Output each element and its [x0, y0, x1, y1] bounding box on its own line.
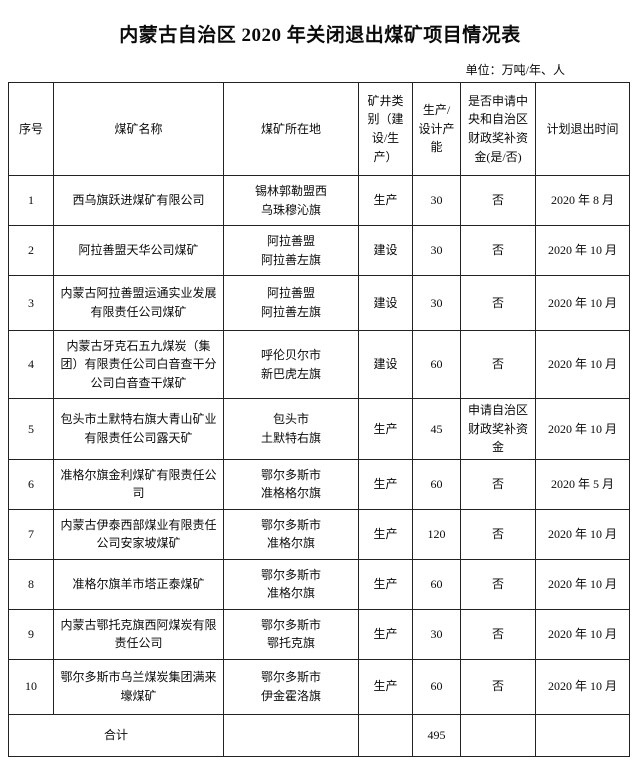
cell-subsidy: 否 [460, 275, 536, 331]
total-empty-location [223, 713, 359, 757]
cell-mine-name: 内蒙古鄂托克旗西阿煤炭有限责任公司 [53, 608, 224, 660]
cell-exit-time: 2020 年 8 月 [535, 175, 630, 226]
cell-type: 生产 [358, 398, 413, 460]
cell-mine-name: 西乌旗跃进煤矿有限公司 [53, 175, 224, 226]
total-label: 合计 [8, 713, 224, 757]
cell-no: 6 [8, 458, 54, 510]
cell-location: 阿拉善盟 阿拉善左旗 [223, 275, 359, 331]
cell-capacity: 45 [412, 398, 461, 460]
cell-location: 锡林郭勒盟西 乌珠穆沁旗 [223, 175, 359, 226]
cell-location: 呼伦贝尔市 新巴虎左旗 [223, 330, 359, 399]
cell-subsidy: 否 [460, 175, 536, 226]
cell-exit-time: 2020 年 10 月 [535, 658, 630, 715]
cell-type: 生产 [358, 508, 413, 560]
cell-no: 4 [8, 330, 54, 399]
table-row: 7 内蒙古伊泰西部煤业有限责任公司安家坡煤矿 鄂尔多斯市 准格尔旗 生产 120… [8, 508, 630, 560]
cell-subsidy: 否 [460, 508, 536, 560]
table-row: 5 包头市土默特右旗大青山矿业有限责任公司露天矿 包头市 土默特右旗 生产 45… [8, 398, 630, 460]
header-type: 矿井类别（建设/生产） [358, 82, 413, 176]
cell-no: 3 [8, 275, 54, 331]
cell-capacity: 60 [412, 330, 461, 399]
total-empty-type [358, 713, 413, 757]
cell-mine-name: 内蒙古阿拉善盟运通实业发展有限责任公司煤矿 [53, 275, 224, 331]
cell-exit-time: 2020 年 10 月 [535, 608, 630, 660]
cell-exit-time: 2020 年 10 月 [535, 558, 630, 610]
cell-capacity: 30 [412, 175, 461, 226]
header-subsidy: 是否申请中央和自治区财政奖补资金(是/否) [460, 82, 536, 176]
cell-subsidy: 否 [460, 658, 536, 715]
cell-mine-name: 内蒙古牙克石五九煤炭（集团）有限责任公司白音查干分公司白音查干煤矿 [53, 330, 224, 399]
cell-exit-time: 2020 年 10 月 [535, 508, 630, 560]
cell-type: 建设 [358, 330, 413, 399]
header-name: 煤矿名称 [53, 82, 224, 176]
cell-no: 10 [8, 658, 54, 715]
table-total-row: 合计 495 [8, 713, 630, 757]
cell-capacity: 60 [412, 458, 461, 510]
cell-location: 鄂尔多斯市 伊金霍洛旗 [223, 658, 359, 715]
table-row: 8 准格尔旗羊市塔正泰煤矿 鄂尔多斯市 准格尔旗 生产 60 否 2020 年 … [8, 558, 630, 610]
cell-location: 阿拉善盟 阿拉善左旗 [223, 225, 359, 276]
cell-no: 7 [8, 508, 54, 560]
cell-capacity: 120 [412, 508, 461, 560]
cell-subsidy: 申请自治区财政奖补资金 [460, 398, 536, 460]
cell-type: 生产 [358, 658, 413, 715]
cell-type: 生产 [358, 175, 413, 226]
table-row: 10 鄂尔多斯市乌兰煤炭集团满来壕煤矿 鄂尔多斯市 伊金霍洛旗 生产 60 否 … [8, 658, 630, 715]
cell-exit-time: 2020 年 10 月 [535, 225, 630, 276]
cell-exit-time: 2020 年 5 月 [535, 458, 630, 510]
cell-mine-name: 阿拉善盟天华公司煤矿 [53, 225, 224, 276]
table-row: 9 内蒙古鄂托克旗西阿煤炭有限责任公司 鄂尔多斯市 鄂托克旗 生产 30 否 2… [8, 608, 630, 660]
unit-note: 单位：万吨/年、人 [465, 63, 565, 77]
page-title: 内蒙古自治区 2020 年关闭退出煤矿项目情况表 [119, 25, 521, 46]
cell-exit-time: 2020 年 10 月 [535, 398, 630, 460]
table-header-row: 序号 煤矿名称 煤矿所在地 矿井类别（建设/生产） 生产/设计产能 是否申请中央… [8, 82, 630, 176]
cell-no: 5 [8, 398, 54, 460]
cell-exit-time: 2020 年 10 月 [535, 330, 630, 399]
cell-mine-name: 鄂尔多斯市乌兰煤炭集团满来壕煤矿 [53, 658, 224, 715]
cell-mine-name: 准格尔旗羊市塔正泰煤矿 [53, 558, 224, 610]
cell-capacity: 30 [412, 275, 461, 331]
cell-subsidy: 否 [460, 330, 536, 399]
cell-no: 1 [8, 175, 54, 226]
header-exit-time: 计划退出时间 [535, 82, 630, 176]
cell-mine-name: 包头市土默特右旗大青山矿业有限责任公司露天矿 [53, 398, 224, 460]
cell-no: 2 [8, 225, 54, 276]
cell-capacity: 30 [412, 608, 461, 660]
cell-location: 包头市 土默特右旗 [223, 398, 359, 460]
cell-location: 鄂尔多斯市 准格格尔旗 [223, 458, 359, 510]
total-empty-subsidy [460, 713, 536, 757]
coal-mine-exit-table: 序号 煤矿名称 煤矿所在地 矿井类别（建设/生产） 生产/设计产能 是否申请中央… [8, 82, 630, 757]
table-row: 2 阿拉善盟天华公司煤矿 阿拉善盟 阿拉善左旗 建设 30 否 2020 年 1… [8, 225, 630, 276]
cell-no: 9 [8, 608, 54, 660]
cell-capacity: 60 [412, 558, 461, 610]
table-row: 6 准格尔旗金利煤矿有限责任公司 鄂尔多斯市 准格格尔旗 生产 60 否 202… [8, 458, 630, 510]
cell-no: 8 [8, 558, 54, 610]
cell-type: 生产 [358, 608, 413, 660]
table-row: 1 西乌旗跃进煤矿有限公司 锡林郭勒盟西 乌珠穆沁旗 生产 30 否 2020 … [8, 175, 630, 226]
cell-location: 鄂尔多斯市 鄂托克旗 [223, 608, 359, 660]
header-no: 序号 [8, 82, 54, 176]
cell-mine-name: 准格尔旗金利煤矿有限责任公司 [53, 458, 224, 510]
header-location: 煤矿所在地 [223, 82, 359, 176]
cell-capacity: 60 [412, 658, 461, 715]
cell-exit-time: 2020 年 10 月 [535, 275, 630, 331]
cell-capacity: 30 [412, 225, 461, 276]
cell-subsidy: 否 [460, 225, 536, 276]
cell-subsidy: 否 [460, 458, 536, 510]
cell-type: 生产 [358, 558, 413, 610]
table-row: 4 内蒙古牙克石五九煤炭（集团）有限责任公司白音查干分公司白音查干煤矿 呼伦贝尔… [8, 330, 630, 399]
total-empty-exit-time [535, 713, 630, 757]
cell-location: 鄂尔多斯市 准格尔旗 [223, 508, 359, 560]
cell-mine-name: 内蒙古伊泰西部煤业有限责任公司安家坡煤矿 [53, 508, 224, 560]
cell-subsidy: 否 [460, 608, 536, 660]
cell-location: 鄂尔多斯市 准格尔旗 [223, 558, 359, 610]
cell-type: 建设 [358, 225, 413, 276]
cell-subsidy: 否 [460, 558, 536, 610]
table-row: 3 内蒙古阿拉善盟运通实业发展有限责任公司煤矿 阿拉善盟 阿拉善左旗 建设 30… [8, 275, 630, 331]
cell-type: 建设 [358, 275, 413, 331]
document-page: { "title": "内蒙古自治区 2020 年关闭退出煤矿项目情况表", "… [0, 20, 640, 778]
header-capacity: 生产/设计产能 [412, 82, 461, 176]
total-capacity: 495 [412, 713, 461, 757]
cell-type: 生产 [358, 458, 413, 510]
